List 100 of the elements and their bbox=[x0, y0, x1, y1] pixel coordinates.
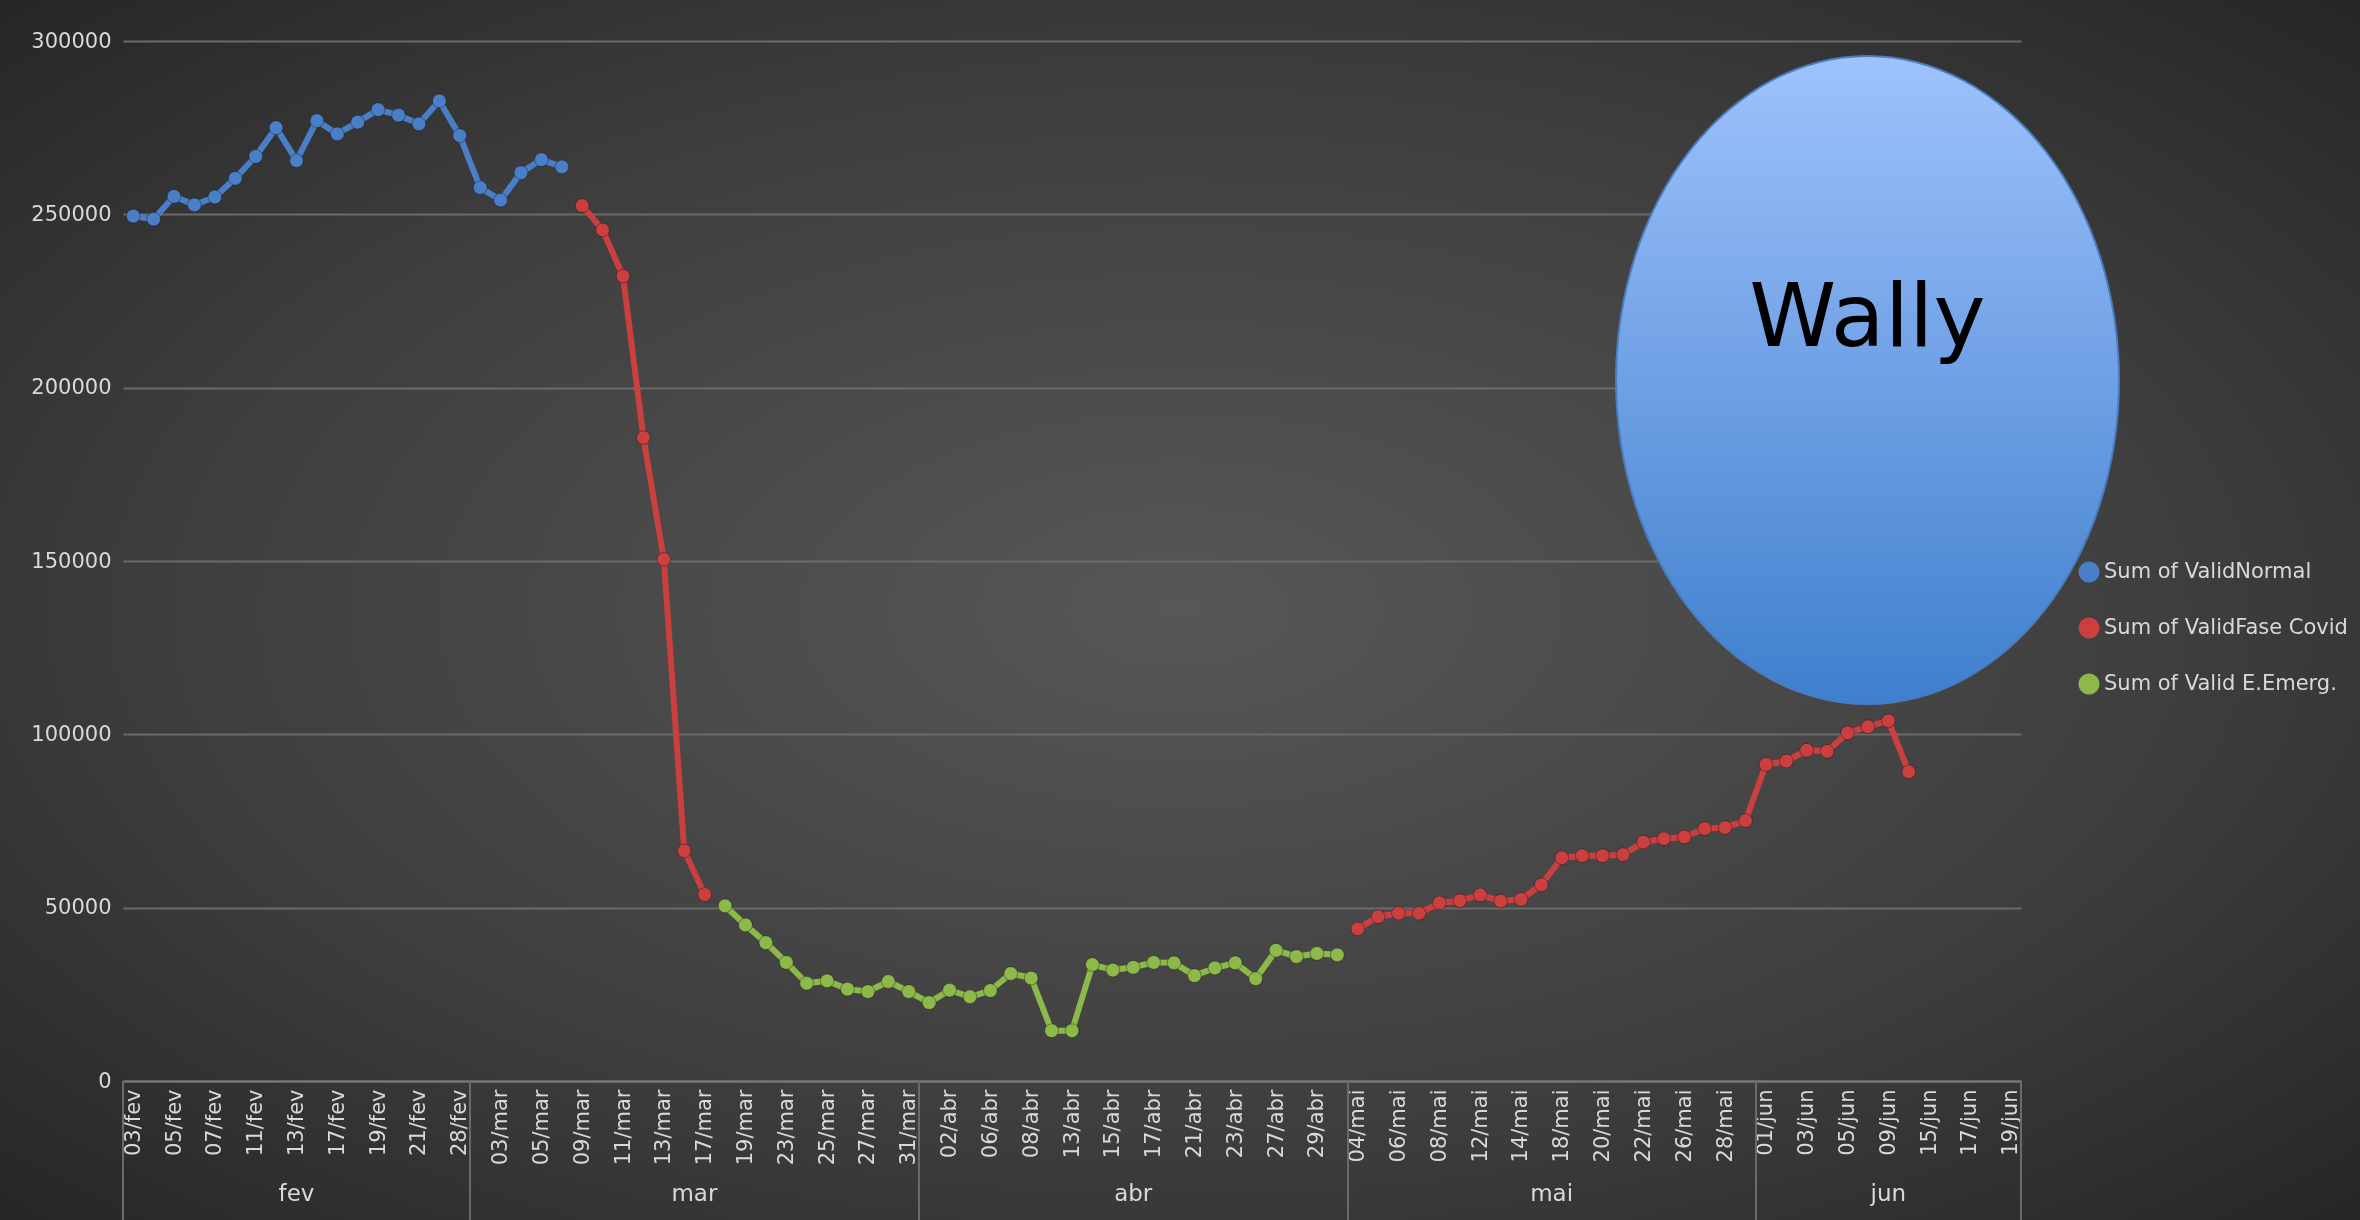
point bbox=[1248, 971, 1264, 987]
x-tick-label: 11/fev bbox=[243, 1089, 268, 1157]
point bbox=[574, 198, 590, 214]
x-tick-label: 25/mar bbox=[814, 1089, 839, 1166]
point bbox=[1799, 742, 1815, 758]
x-tick-label: 19/jun bbox=[1998, 1089, 2023, 1156]
x-tick-label: 13/fev bbox=[283, 1089, 308, 1157]
point bbox=[1676, 829, 1692, 845]
point bbox=[880, 974, 896, 989]
x-tick-label: 08/mai bbox=[1426, 1089, 1451, 1163]
point bbox=[1289, 949, 1304, 964]
x-tick-label: 03/fev bbox=[120, 1089, 145, 1157]
y-tick-label: 100000 bbox=[31, 721, 112, 746]
point bbox=[472, 180, 488, 196]
point bbox=[1146, 955, 1162, 970]
x-tick-label: 03/mar bbox=[488, 1089, 513, 1166]
x-tick-label: 17/fev bbox=[324, 1089, 349, 1157]
x-tick-label: 08/abr bbox=[1018, 1089, 1043, 1159]
point bbox=[738, 917, 753, 933]
x-tick-label: 04/mai bbox=[1345, 1089, 1370, 1163]
x-tick-label: 07/fev bbox=[202, 1089, 227, 1157]
point bbox=[146, 211, 161, 227]
x-tick-label: 09/jun bbox=[1875, 1089, 1900, 1156]
text: fev bbox=[277, 1180, 316, 1206]
point bbox=[391, 107, 406, 123]
point bbox=[248, 149, 264, 164]
point bbox=[1207, 960, 1223, 976]
point bbox=[1105, 962, 1121, 978]
point bbox=[370, 102, 386, 118]
x-tick-label: 21/abr bbox=[1181, 1089, 1206, 1159]
point bbox=[595, 222, 610, 238]
x-tick-label: 11/mar bbox=[610, 1089, 635, 1166]
text: abr bbox=[1113, 1180, 1154, 1206]
x-tick-label: 19/fev bbox=[365, 1089, 390, 1157]
point bbox=[1615, 847, 1631, 863]
point bbox=[840, 981, 855, 997]
point bbox=[1901, 764, 1917, 780]
point bbox=[513, 165, 529, 181]
x-tick-label: 27/mar bbox=[855, 1089, 880, 1166]
point bbox=[1656, 831, 1672, 847]
y-tick-label: 0 bbox=[98, 1068, 112, 1093]
x-tick-label: 02/abr bbox=[937, 1089, 962, 1159]
x-tick-label: 09/mar bbox=[569, 1089, 594, 1166]
x-tick-label: 23/abr bbox=[1222, 1089, 1247, 1159]
point bbox=[1268, 942, 1284, 958]
x-tick-label: 05/jun bbox=[1835, 1089, 1860, 1156]
point bbox=[329, 126, 345, 142]
x-tick-label: 23/mar bbox=[773, 1089, 798, 1166]
point bbox=[1758, 757, 1774, 772]
point bbox=[921, 995, 937, 1011]
point bbox=[533, 152, 549, 167]
point bbox=[554, 159, 570, 175]
x-tick-label: 27/abr bbox=[1263, 1089, 1288, 1159]
point bbox=[350, 114, 366, 130]
legend-label: Sum of ValidNormal bbox=[2104, 559, 2312, 583]
x-tick-label: 28/fev bbox=[447, 1089, 472, 1157]
y-tick-label: 250000 bbox=[31, 201, 112, 226]
x-tick-label: 20/mai bbox=[1590, 1089, 1615, 1163]
point bbox=[1472, 887, 1488, 903]
x-tick-label: 31/mar bbox=[896, 1089, 921, 1166]
x-tick-label: 05/fev bbox=[161, 1089, 186, 1157]
point bbox=[1085, 957, 1100, 972]
x-tick-label: 06/abr bbox=[977, 1089, 1002, 1159]
point bbox=[1391, 905, 1406, 921]
point bbox=[1636, 834, 1651, 850]
point bbox=[1309, 946, 1325, 961]
point bbox=[452, 128, 468, 144]
x-tick-label: 12/mai bbox=[1467, 1089, 1492, 1163]
point bbox=[431, 93, 447, 109]
point bbox=[697, 887, 713, 902]
text: jun bbox=[1869, 1180, 1908, 1206]
x-tick-label: 21/fev bbox=[406, 1089, 431, 1157]
point bbox=[1880, 713, 1896, 729]
point bbox=[1064, 1023, 1080, 1039]
point bbox=[942, 982, 957, 998]
x-tick-label: 06/mai bbox=[1386, 1089, 1411, 1163]
x-tick-label: 17/abr bbox=[1141, 1089, 1166, 1159]
x-tick-label: 18/mai bbox=[1549, 1089, 1574, 1163]
point bbox=[1166, 955, 1182, 971]
point bbox=[1452, 893, 1468, 909]
annotation: Wally bbox=[1749, 263, 1986, 367]
x-tick-label: 28/mai bbox=[1712, 1089, 1737, 1163]
point bbox=[636, 430, 651, 445]
x-tick-label: 14/mai bbox=[1508, 1089, 1533, 1163]
x-tick-label: 17/mar bbox=[692, 1089, 717, 1166]
x-tick-label: 29/abr bbox=[1304, 1089, 1329, 1159]
text: mar bbox=[670, 1180, 719, 1206]
point bbox=[799, 975, 815, 991]
point bbox=[1595, 848, 1611, 864]
point bbox=[207, 189, 223, 205]
x-tick-label: 22/mai bbox=[1630, 1089, 1655, 1163]
point bbox=[1003, 966, 1019, 981]
point bbox=[1350, 921, 1366, 937]
point bbox=[962, 989, 978, 1005]
point bbox=[1125, 959, 1141, 975]
point bbox=[1411, 905, 1427, 921]
y-tick-label: 200000 bbox=[31, 375, 112, 400]
point bbox=[982, 983, 998, 998]
x-tick-label: 03/jun bbox=[1794, 1089, 1819, 1156]
point bbox=[758, 935, 774, 951]
